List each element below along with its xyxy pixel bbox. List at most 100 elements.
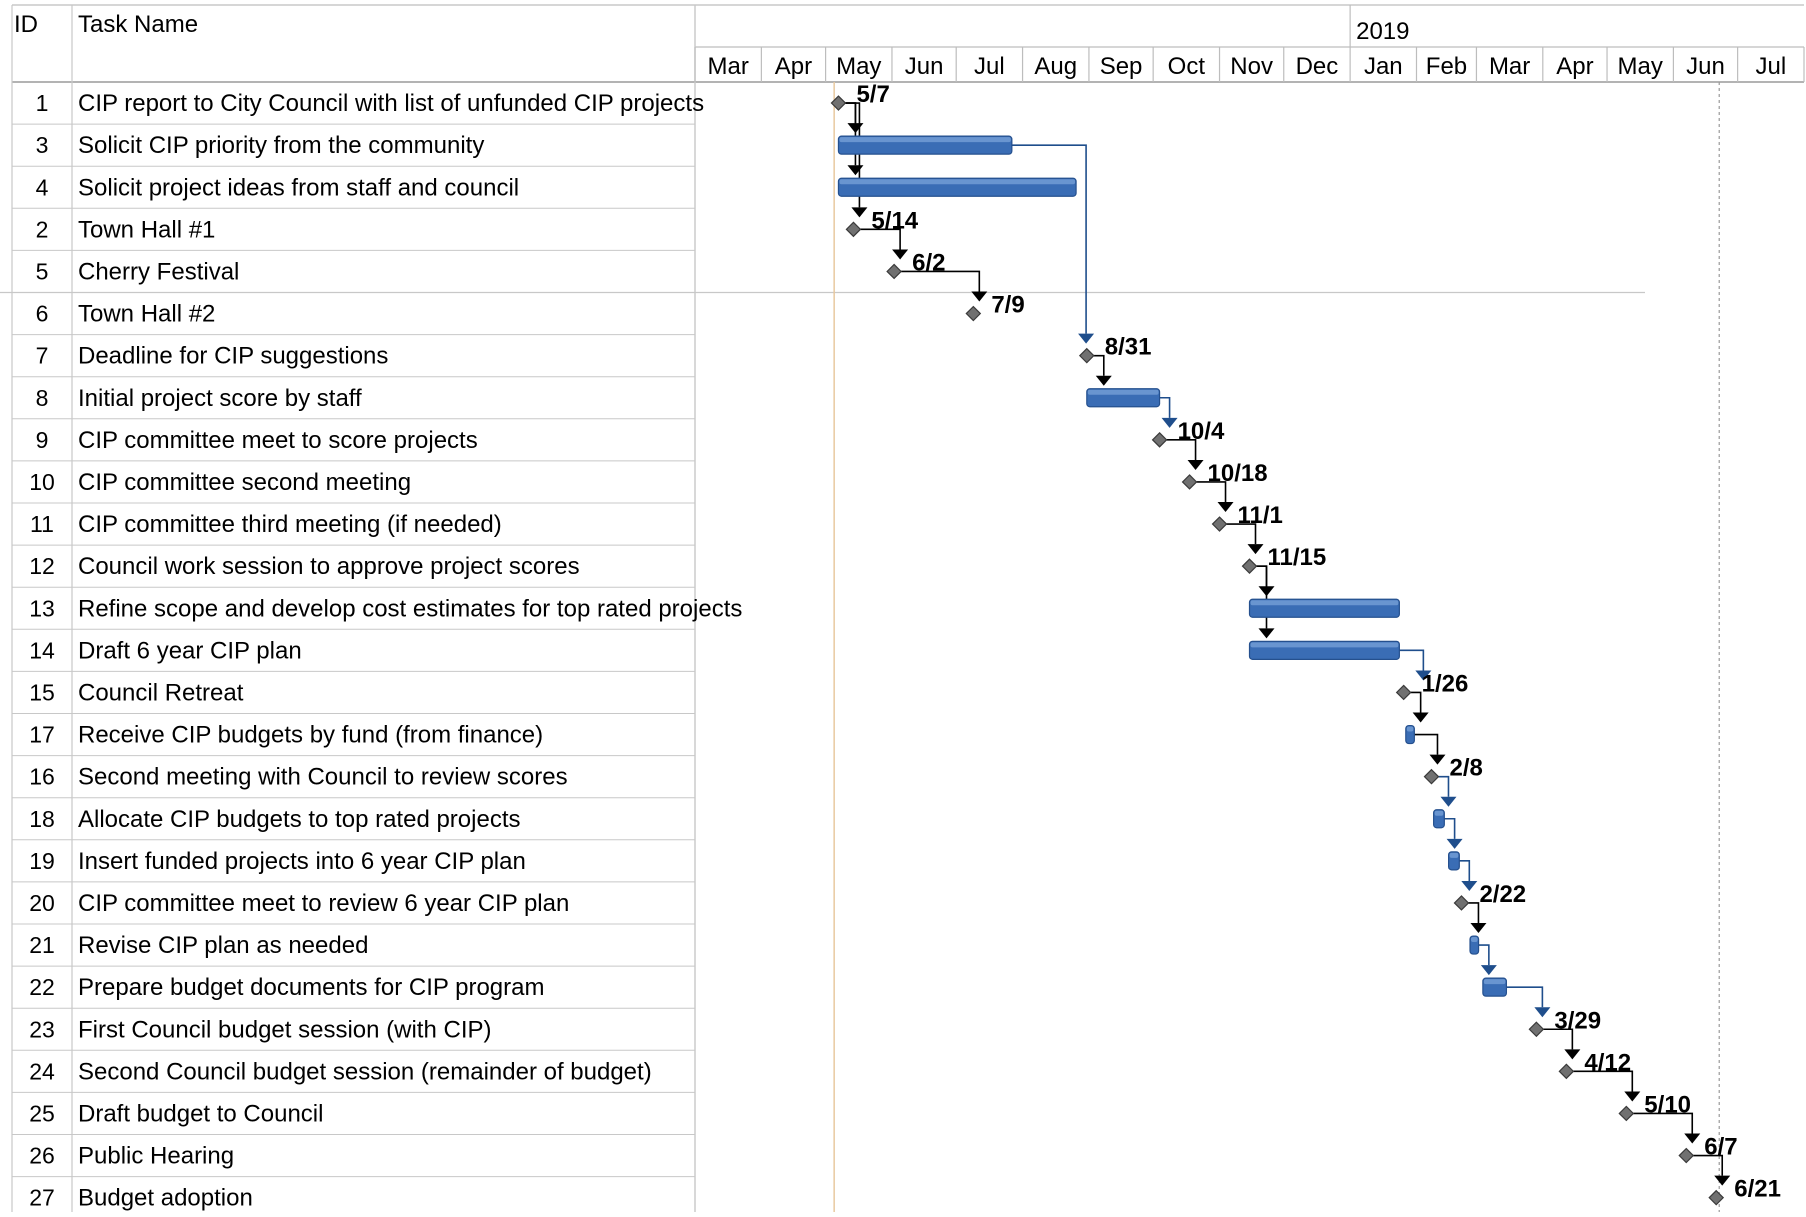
timescale-months: Mar Apr May Jun Jul Aug Sep Oct Nov Dec Jan Feb Mar A…: [708, 53, 1787, 80]
task-name: Draft budget to Council: [78, 1100, 323, 1127]
dependency-arrowhead: [1429, 754, 1446, 765]
task-name: CIP committee meet to score projects: [78, 427, 478, 454]
dependency-arrowhead: [1440, 796, 1457, 807]
task-bar-highlight: [1449, 852, 1459, 858]
task-id: 18: [29, 806, 55, 832]
milestone-date-label: 6/21: [1734, 1176, 1781, 1203]
dependency-arrowhead: [1217, 502, 1234, 513]
milestone-diamond: [1241, 558, 1258, 574]
task-name: Public Hearing: [78, 1143, 234, 1170]
timescale-month-label: Oct: [1168, 53, 1206, 80]
milestone-date-label: 2/8: [1449, 755, 1482, 782]
task-name: Receive CIP budgets by fund (from financ…: [78, 722, 543, 749]
timescale-month-label: Jan: [1364, 53, 1403, 80]
dependency-link: [1399, 649, 1425, 671]
timescale-month-label: Feb: [1426, 53, 1467, 80]
milestone-date-label: 5/7: [856, 81, 889, 108]
column-header-task-name: Task Name: [78, 11, 198, 38]
task-name: Insert funded projects into 6 year CIP p…: [78, 848, 526, 875]
dependency-arrowhead: [1480, 965, 1497, 976]
dependency-arrowhead: [1412, 712, 1429, 723]
task-id: 6: [36, 301, 49, 327]
task-id: 4: [36, 174, 49, 200]
task-id: 20: [29, 890, 55, 916]
milestone-diamond: [1181, 474, 1198, 490]
task-bar-highlight: [839, 137, 1011, 143]
dependency-link: [1459, 860, 1471, 881]
dependency-link: [1226, 523, 1257, 545]
task-name: Council Retreat: [78, 679, 244, 706]
dependency-link: [1444, 817, 1456, 839]
milestone-date-label: 3/29: [1554, 1007, 1601, 1034]
dependency-link: [1414, 733, 1439, 755]
dependency-arrowhead: [1187, 459, 1204, 470]
task-table: 1 CIP report to City Council with list of…: [29, 90, 742, 1212]
milestone-diamond: [1078, 347, 1095, 364]
task-name: Town Hall #2: [78, 301, 215, 328]
timescale-month-label: May: [836, 53, 881, 80]
dependency-arrowhead: [1247, 544, 1264, 555]
timescale-month-label: Dec: [1296, 53, 1339, 80]
milestone-diamond: [1423, 768, 1440, 785]
task-name: First Council budget session (with CIP): [78, 1016, 491, 1043]
task-id: 11: [30, 511, 54, 537]
task-id: 26: [29, 1143, 55, 1169]
task-bar-highlight: [1483, 979, 1506, 985]
milestone-date-label: 6/7: [1704, 1134, 1737, 1161]
task-bar-highlight: [1250, 600, 1399, 606]
timescale-month-label: Apr: [775, 53, 812, 80]
milestone-date-label: 10/4: [1178, 418, 1225, 445]
milestone-diamond: [1211, 516, 1228, 532]
task-name: Draft 6 year CIP plan: [78, 637, 302, 664]
timescale-month-label: Jul: [1755, 53, 1786, 80]
task-name: Revise CIP plan as needed: [78, 932, 368, 959]
milestone-diamond: [1151, 432, 1168, 448]
column-header-id: ID: [14, 11, 38, 38]
task-id: 8: [36, 385, 49, 411]
task-name: Town Hall #1: [78, 216, 215, 243]
timescale-month-label: Sep: [1100, 53, 1143, 80]
milestone-diamond: [965, 305, 982, 322]
milestone-date-label: 6/2: [912, 249, 945, 276]
task-name: Prepare budget documents for CIP program: [78, 974, 544, 1001]
milestone-diamond: [845, 221, 862, 238]
dependency-link: [1410, 691, 1422, 713]
milestone-diamond: [830, 95, 847, 111]
task-id: 5: [36, 258, 49, 284]
task-id: 7: [36, 343, 49, 369]
grid-lines: [0, 4, 1805, 1217]
task-name: Second meeting with Council to review sc…: [78, 764, 568, 791]
task-id: 19: [29, 848, 55, 874]
dependency-link: [1693, 1154, 1724, 1176]
task-id: 13: [29, 595, 55, 621]
dependency-arrowhead: [851, 207, 868, 218]
dependency-link: [860, 228, 901, 250]
dependency-link: [1011, 144, 1087, 334]
task-name: Solicit CIP priority from the community: [78, 132, 484, 159]
timescale-month-label: Jul: [974, 53, 1005, 80]
dependency-arrowhead: [892, 249, 909, 260]
task-name: Cherry Festival: [78, 258, 239, 285]
task-id: 23: [29, 1016, 55, 1042]
timescale-month-label: Mar: [708, 53, 749, 80]
task-bar-highlight: [1434, 810, 1444, 816]
milestone-diamond: [1395, 684, 1412, 701]
dependency-link: [1506, 986, 1544, 1008]
dependency-link: [1196, 481, 1227, 503]
dependency-arrowhead: [1415, 670, 1432, 681]
task-id: 3: [36, 132, 49, 158]
task-name: Council work session to approve project …: [78, 553, 580, 580]
task-id: 15: [29, 679, 55, 705]
task-name: Second Council budget session (remainder…: [78, 1058, 652, 1085]
milestone-date-label: 8/31: [1105, 334, 1152, 361]
task-name: CIP committee meet to review 6 year CIP …: [78, 890, 569, 917]
task-bar-highlight: [1250, 642, 1399, 648]
task-id: 24: [29, 1058, 55, 1084]
milestone-date-label: 1/26: [1422, 670, 1469, 697]
task-id: 9: [36, 427, 49, 453]
task-id: 17: [29, 722, 55, 748]
timescale-year-label: 2019: [1356, 18, 1409, 45]
dependency-arrowhead: [1446, 838, 1463, 849]
milestone-date-label: 4/12: [1584, 1049, 1631, 1076]
task-id: 21: [29, 932, 55, 958]
